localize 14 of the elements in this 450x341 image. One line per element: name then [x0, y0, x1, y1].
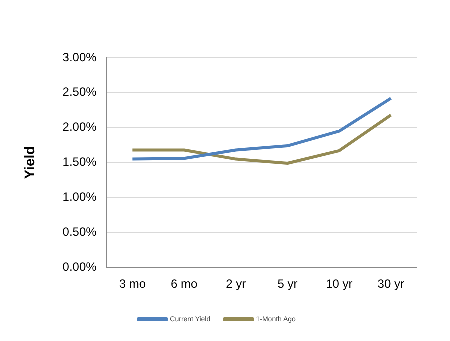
x-tick-label: 30 yr: [378, 277, 404, 292]
x-tick-label: 10 yr: [326, 277, 353, 292]
y-axis-title: Yield: [21, 146, 38, 180]
x-tick-label: 6 mo: [171, 277, 198, 292]
y-tick-label: 0.50%: [62, 224, 98, 239]
x-tick-label: 3 mo: [119, 277, 146, 292]
y-tick-label: 3.00%: [62, 50, 98, 64]
y-tick-label: 2.00%: [62, 120, 98, 134]
y-tick-label: 1.50%: [62, 155, 98, 170]
x-tick-label: 2 yr: [226, 277, 246, 292]
y-tick-label: 1.00%: [62, 190, 98, 204]
y-tick-label: 0.00%: [62, 260, 98, 274]
y-tick-label: 2.50%: [62, 85, 98, 100]
x-tick-label: 5 yr: [278, 277, 298, 292]
